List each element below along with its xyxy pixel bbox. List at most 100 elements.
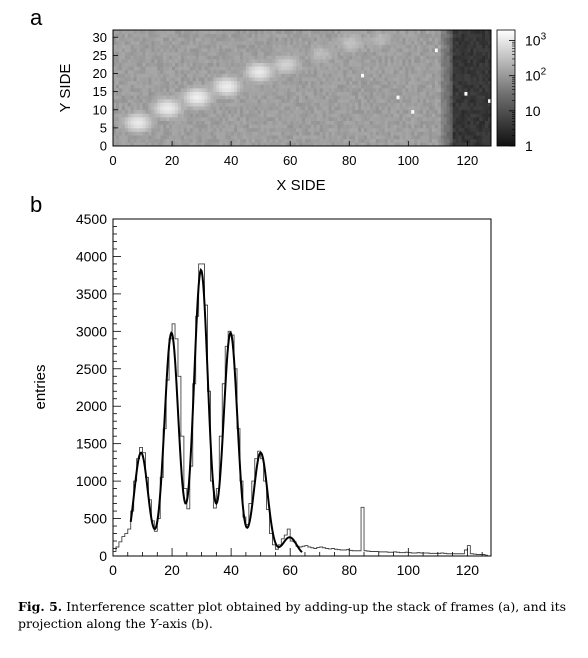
heatmap-cell (352, 84, 356, 89)
heatmap-cell (172, 113, 176, 118)
heatmap-cell (237, 40, 241, 45)
heatmap-cell (278, 102, 282, 107)
heatmap-cell (204, 142, 208, 147)
heatmap-cell (423, 62, 427, 67)
heatmap-cell (251, 51, 256, 56)
heatmap-cell (204, 95, 208, 100)
heatmap-cell (310, 135, 315, 140)
heatmap-cell (428, 109, 433, 114)
heatmap-cell (251, 62, 256, 67)
heatmap-cell (488, 117, 492, 121)
heatmap-cell (272, 30, 276, 34)
heatmap-cell (458, 142, 462, 147)
heatmap-cell (213, 44, 217, 49)
heatmap-cell (216, 59, 220, 63)
heatmap-cell (408, 142, 412, 147)
heatmap-cell (423, 127, 427, 132)
heatmap-cell (458, 62, 462, 67)
heatmap-cell (222, 80, 226, 85)
heatmap-cell (231, 124, 235, 129)
heatmap-cell (361, 77, 365, 82)
heatmap-cell (278, 77, 282, 82)
heatmap-cell (319, 37, 324, 42)
x-tick-label: 120 (457, 153, 479, 168)
heatmap-cell (222, 124, 226, 129)
heatmap-cell (340, 48, 344, 53)
heatmap-cell (384, 51, 388, 56)
heatmap-cell (455, 120, 459, 125)
heatmap-cell (464, 44, 468, 49)
heatmap-cell (470, 30, 474, 34)
heatmap-cell (349, 113, 353, 118)
heatmap-cell (488, 62, 492, 67)
heatmap-cell (452, 127, 456, 132)
heatmap-cell (154, 69, 158, 74)
heatmap-cell (319, 59, 324, 63)
heatmap-cell (251, 91, 256, 96)
heatmap-cell (180, 55, 185, 60)
heatmap-cell (361, 55, 365, 60)
heatmap-cell (390, 69, 394, 74)
heatmap-cell (464, 120, 468, 125)
heatmap-cell (254, 113, 259, 118)
heatmap-cell (446, 135, 450, 140)
heatmap-cell (290, 55, 294, 60)
heatmap-cell (431, 55, 436, 60)
heatmap-cell (455, 84, 459, 89)
heatmap-cell (464, 66, 468, 71)
heatmap-cell (213, 88, 217, 92)
heatmap-cell (299, 142, 303, 147)
heatmap-cell (254, 69, 259, 74)
heatmap-cell (446, 30, 450, 34)
heatmap-cell (431, 113, 436, 118)
heatmap-cell (482, 124, 486, 129)
heatmap-cell (186, 95, 191, 100)
heatmap-cell (142, 102, 146, 107)
heatmap-cell (228, 88, 232, 92)
heatmap-cell (479, 84, 483, 89)
heatmap-cell (396, 95, 400, 100)
heatmap-cell (281, 138, 285, 143)
heatmap-cell (142, 55, 146, 60)
heatmap-cell (473, 109, 477, 114)
heatmap-cell (396, 113, 400, 118)
heatmap-cell (423, 106, 427, 111)
heatmap-cell (281, 135, 285, 140)
heatmap-cell (393, 59, 397, 63)
heatmap-cell (151, 117, 155, 121)
heatmap-cell (473, 102, 477, 107)
heatmap-cell (242, 131, 247, 136)
heatmap-cell (189, 44, 194, 49)
heatmap-cell (213, 66, 217, 71)
heatmap-cell (384, 73, 388, 78)
heatmap-cell (169, 30, 173, 34)
heatmap-cell (296, 55, 300, 60)
heatmap-cell (269, 33, 273, 38)
heatmap-cell (381, 55, 386, 60)
heatmap-cell (115, 66, 120, 71)
heatmap-cell (458, 135, 462, 140)
heatmap-cell (186, 48, 191, 53)
heatmap-cell (488, 102, 492, 107)
heatmap-cell (192, 124, 197, 129)
heatmap-cell (355, 91, 359, 96)
heatmap-cell (133, 98, 137, 103)
heatmap-cell (183, 40, 188, 45)
heatmap-cell (281, 91, 285, 96)
heatmap-cell (449, 80, 453, 85)
heatmap-cell (113, 30, 117, 34)
heatmap-cell (434, 33, 439, 38)
heatmap-cell (405, 142, 409, 147)
heatmap-cell (257, 88, 261, 92)
heatmap-cell (166, 73, 170, 78)
heatmap-cell (423, 102, 427, 107)
heatmap-cell (195, 48, 199, 53)
heatmap-cell (467, 127, 471, 132)
heatmap-cell (293, 135, 297, 140)
heatmap-cell (242, 113, 247, 118)
heatmap-cell (328, 113, 332, 118)
heatmap-cell (216, 55, 220, 60)
heatmap-cell (443, 98, 448, 103)
heatmap-cell (331, 131, 335, 136)
heatmap-cell (213, 117, 217, 121)
